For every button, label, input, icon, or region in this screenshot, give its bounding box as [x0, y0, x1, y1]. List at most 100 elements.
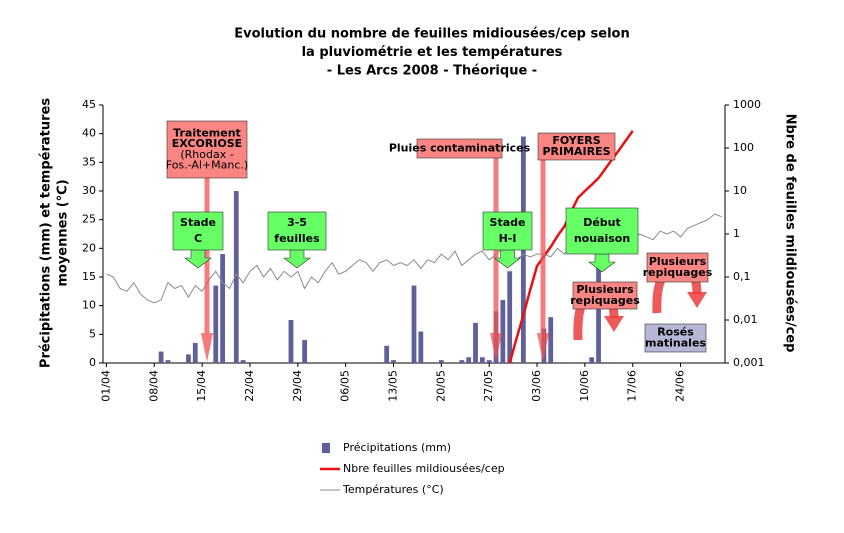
- annotation-box: [166, 120, 248, 179]
- annotation-box: [565, 207, 639, 255]
- x-tick-label: 08/04: [147, 370, 160, 402]
- pointer-arrow: [204, 178, 210, 333]
- y-axis-title: Précipitations (mm) et températures: [39, 98, 54, 368]
- precip-bar: [507, 271, 513, 363]
- x-tick-label: 06/05: [339, 370, 352, 402]
- y-tick-label: 5: [89, 327, 96, 340]
- y-tick-label: 35: [82, 155, 96, 168]
- y-tick-label: 15: [82, 270, 96, 283]
- pointer-arrow-head: [537, 333, 549, 362]
- curved-arrow-head: [687, 292, 707, 308]
- pointer-arrow: [540, 160, 546, 333]
- annotation-box: [537, 132, 616, 161]
- x-tick-label: 29/04: [291, 370, 304, 402]
- y-tick-label: 10: [82, 299, 96, 312]
- annotation-arrow: [493, 249, 522, 269]
- annotation-text: repiquages: [643, 266, 713, 279]
- annotation-text: matinales: [645, 337, 706, 350]
- legend-label: Précipitations (mm): [343, 441, 451, 454]
- pointer-arrow-head: [201, 333, 213, 362]
- annotation-text: Pluies contaminatrices: [389, 142, 531, 155]
- annotation-box: [572, 281, 638, 310]
- precip-bar: [459, 360, 465, 363]
- x-tick-label: 03/06: [530, 370, 543, 402]
- y2-tick-label: 0,001: [733, 356, 765, 369]
- precip-bar: [213, 285, 219, 363]
- annotation-box: [482, 211, 533, 251]
- x-tick-label: 27/05: [482, 370, 495, 402]
- x-tick-label: 20/05: [434, 370, 447, 402]
- annotation-text: (Rhodax -: [180, 148, 233, 161]
- precip-bar: [479, 357, 485, 363]
- precip-bar: [418, 331, 424, 363]
- precip-bar: [302, 340, 308, 363]
- y-axis-title: moyennes (°C): [56, 179, 71, 286]
- y2-axis-title: Nbre de feuilles mildiousées/cep: [783, 114, 798, 353]
- precip-bar: [192, 342, 198, 363]
- annotation-arrow: [588, 253, 616, 273]
- annotation-box: [172, 211, 224, 251]
- chart-title: Evolution du nombre de feuilles midiousé…: [234, 27, 629, 42]
- y2-tick-label: 10: [733, 184, 747, 197]
- precip-bar: [220, 254, 226, 363]
- precip-bar: [384, 345, 390, 363]
- annotation-arrow: [283, 249, 311, 269]
- x-tick-label: 13/05: [386, 370, 399, 402]
- precip-bar: [165, 360, 171, 363]
- precip-bar: [438, 360, 444, 363]
- annotation-text: Rosés: [657, 325, 694, 338]
- annotation-text: PRIMAIRES: [542, 145, 610, 158]
- x-tick-label: 22/04: [243, 370, 256, 402]
- x-tick-label: 15/04: [195, 370, 208, 402]
- annotation-text: feuilles: [274, 232, 320, 245]
- annotation-text: Stade: [180, 216, 216, 229]
- curved-arrow-head: [604, 316, 624, 332]
- precip-bar: [500, 299, 506, 363]
- x-tick-label: 17/06: [626, 370, 639, 402]
- annotation-text: Stade: [490, 216, 526, 229]
- annotation-text: Plusieurs: [649, 255, 707, 268]
- chart-title: - Les Arcs 2008 - Théorique -: [327, 64, 537, 79]
- precip-bar: [158, 351, 164, 363]
- precip-bar: [240, 360, 246, 363]
- annotation-box: [646, 252, 709, 283]
- annotation-text: Fos.-Al+Manc.): [166, 158, 248, 171]
- legend-swatch: [322, 443, 330, 453]
- pointer-arrow-head: [490, 333, 502, 362]
- x-tick-label: 10/06: [578, 370, 591, 402]
- annotation-arrow: [184, 249, 212, 269]
- legend-label: Nbre feuilles mildiousées/cep: [343, 462, 505, 475]
- annotation-text: nouaison: [574, 232, 630, 245]
- precip-bar: [288, 320, 294, 363]
- y-tick-label: 20: [82, 241, 96, 254]
- precip-bar: [233, 191, 239, 363]
- annotation-box: [644, 323, 707, 353]
- annotation-text: 3-5: [287, 216, 307, 229]
- y2-tick-label: 1: [733, 227, 740, 240]
- precip-bar: [411, 285, 417, 363]
- annotation-text: Plusieurs: [576, 283, 634, 296]
- precip-bar: [391, 360, 396, 363]
- precip-bar: [473, 322, 478, 363]
- y-tick-label: 40: [82, 127, 96, 140]
- precip-bar: [186, 354, 191, 363]
- legend-label: Températures (°C): [342, 483, 444, 496]
- y-tick-label: 30: [82, 184, 96, 197]
- y-tick-label: 0: [89, 356, 96, 369]
- precip-bar: [548, 317, 554, 363]
- annotation-text: FOYERS: [552, 134, 600, 147]
- y2-tick-label: 100: [733, 141, 754, 154]
- y-tick-label: 45: [82, 98, 96, 111]
- annotation-text: EXCORIOSE: [172, 137, 242, 150]
- x-tick-label: 24/06: [674, 370, 687, 402]
- annotation-box: [416, 138, 503, 159]
- chart-title: la pluviométrie et les températures: [302, 45, 563, 60]
- annotation-box: [267, 211, 327, 251]
- y-tick-label: 25: [82, 213, 96, 226]
- precip-bar: [596, 259, 601, 363]
- annotation-text: repiquages: [570, 294, 640, 307]
- precip-bar: [486, 360, 492, 363]
- x-tick-label: 01/04: [99, 370, 112, 402]
- annotation-text: Début: [583, 216, 621, 229]
- y2-tick-label: 0,1: [733, 270, 751, 283]
